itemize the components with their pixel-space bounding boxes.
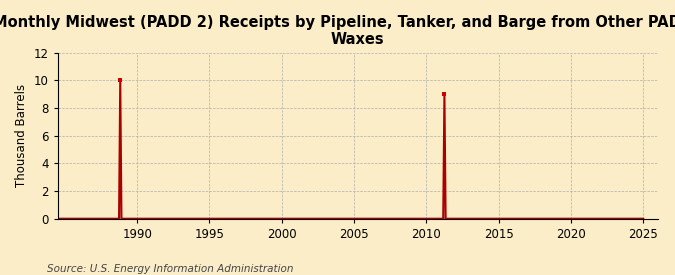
Title: Monthly Midwest (PADD 2) Receipts by Pipeline, Tanker, and Barge from Other PADD: Monthly Midwest (PADD 2) Receipts by Pip… bbox=[0, 15, 675, 47]
Text: Source: U.S. Energy Information Administration: Source: U.S. Energy Information Administ… bbox=[47, 264, 294, 274]
Y-axis label: Thousand Barrels: Thousand Barrels bbox=[15, 84, 28, 187]
